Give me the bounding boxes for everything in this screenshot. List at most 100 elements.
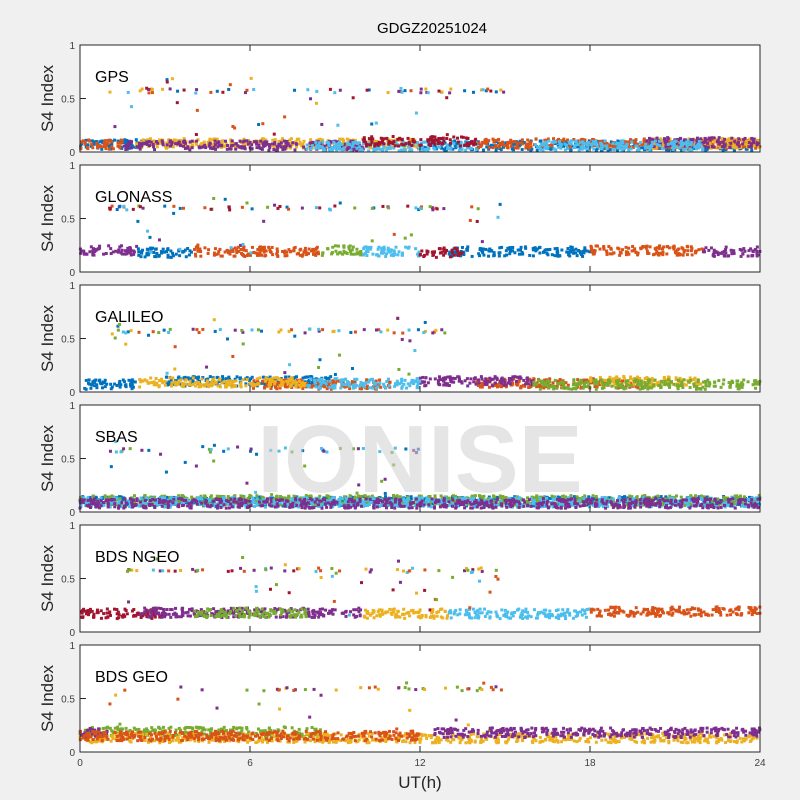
- data-point: [494, 143, 498, 147]
- data-point: [685, 141, 689, 145]
- data-point: [589, 248, 593, 252]
- data-point: [98, 244, 102, 248]
- data-point: [370, 122, 374, 126]
- data-point: [301, 142, 305, 146]
- data-point: [273, 138, 277, 142]
- data-point: [119, 244, 123, 248]
- data-point: [513, 375, 517, 379]
- data-point: [122, 204, 126, 208]
- data-point: [331, 146, 335, 150]
- data-point: [579, 145, 583, 149]
- data-point: [111, 250, 115, 254]
- data-point: [481, 251, 485, 255]
- data-point: [116, 250, 120, 254]
- data-point: [218, 385, 222, 389]
- data-point: [752, 500, 756, 504]
- data-point: [242, 248, 246, 252]
- data-point: [239, 384, 243, 388]
- data-point: [509, 144, 513, 148]
- data-point: [571, 248, 575, 252]
- data-point: [333, 91, 337, 95]
- data-point: [224, 380, 228, 384]
- data-point: [202, 140, 206, 144]
- data-point: [394, 245, 398, 249]
- data-point: [151, 142, 155, 146]
- data-point: [158, 379, 162, 383]
- data-point: [465, 141, 469, 145]
- data-point: [288, 138, 292, 142]
- data-point: [107, 143, 111, 147]
- data-point: [636, 253, 640, 257]
- data-point: [140, 142, 144, 146]
- data-point: [572, 251, 576, 255]
- data-point: [220, 381, 224, 385]
- data-point: [387, 377, 391, 381]
- data-point: [227, 251, 231, 255]
- data-point: [492, 253, 496, 257]
- data-point: [171, 145, 175, 149]
- data-point: [590, 250, 594, 254]
- data-point: [462, 250, 466, 254]
- data-point: [168, 376, 172, 380]
- data-point: [552, 387, 556, 391]
- data-point: [636, 386, 640, 390]
- data-point: [705, 502, 709, 506]
- data-point: [183, 375, 187, 379]
- data-point: [135, 142, 139, 146]
- data-point: [98, 140, 102, 144]
- data-point: [743, 136, 747, 140]
- data-point: [277, 142, 281, 146]
- data-point: [292, 249, 296, 253]
- data-point: [119, 383, 123, 387]
- data-point: [569, 139, 573, 143]
- data-point: [698, 143, 702, 147]
- data-point: [147, 91, 151, 95]
- data-point: [209, 90, 213, 94]
- data-point: [299, 385, 303, 389]
- data-point: [245, 378, 249, 382]
- data-point: [602, 247, 606, 251]
- data-point: [407, 142, 411, 146]
- data-point: [305, 382, 309, 386]
- data-point: [409, 497, 413, 501]
- data-point: [321, 381, 325, 385]
- data-point: [442, 383, 446, 387]
- data-point: [390, 145, 394, 149]
- data-point: [102, 252, 106, 256]
- data-point: [127, 378, 131, 382]
- data-point: [369, 245, 373, 249]
- data-point: [528, 377, 532, 381]
- data-point: [152, 139, 156, 143]
- data-point: [289, 137, 293, 141]
- data-point: [689, 245, 693, 249]
- data-point: [417, 208, 421, 212]
- data-point: [592, 142, 596, 146]
- data-point: [256, 328, 260, 332]
- data-point: [423, 320, 427, 324]
- data-point: [309, 377, 313, 381]
- data-point: [418, 376, 422, 380]
- data-point: [237, 249, 241, 253]
- data-point: [145, 142, 149, 146]
- data-point: [485, 382, 489, 386]
- data-point: [380, 246, 384, 250]
- data-point: [170, 381, 174, 385]
- data-point: [318, 380, 322, 384]
- data-point: [107, 147, 111, 151]
- data-point: [575, 254, 579, 258]
- data-point: [270, 377, 274, 381]
- data-point: [84, 378, 88, 382]
- data-point: [124, 499, 128, 503]
- data-point: [184, 141, 188, 145]
- data-point: [552, 385, 556, 389]
- data-point: [595, 145, 599, 149]
- data-point: [639, 383, 643, 387]
- data-point: [173, 380, 177, 384]
- data-point: [172, 211, 176, 215]
- data-point: [362, 385, 366, 389]
- data-point: [196, 377, 200, 381]
- data-point: [585, 385, 589, 389]
- data-point: [508, 246, 512, 250]
- data-point: [367, 137, 371, 141]
- data-point: [612, 147, 616, 151]
